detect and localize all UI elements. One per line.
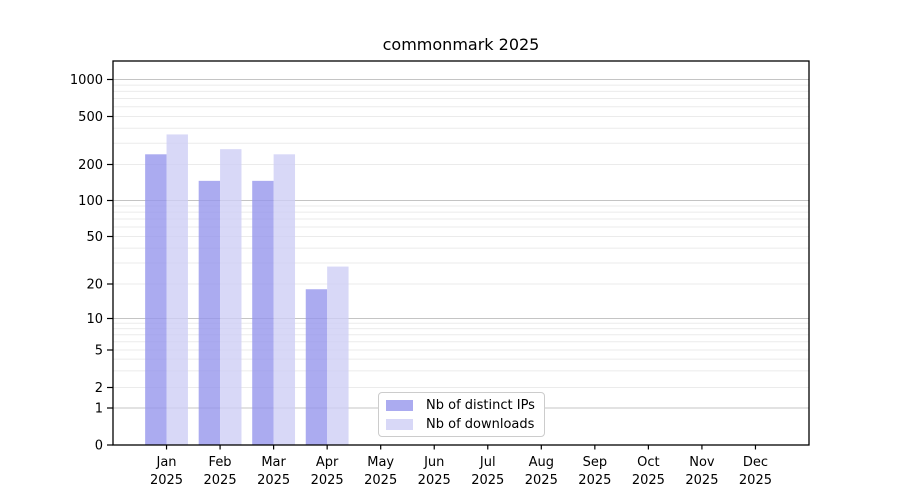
y-tick-label: 20 bbox=[86, 278, 103, 293]
x-tick-label-year: 2025 bbox=[418, 473, 451, 488]
bar-distinct-ips-jan bbox=[145, 154, 167, 445]
legend-label-distinct-ips: Nb of distinct IPs bbox=[426, 397, 535, 413]
x-tick-label-month: Mar bbox=[261, 455, 286, 470]
y-tick-label: 1000 bbox=[70, 73, 103, 88]
x-tick-label-year: 2025 bbox=[364, 473, 397, 488]
x-tick-label-month: Jan bbox=[156, 455, 177, 470]
x-tick-label-month: May bbox=[367, 455, 394, 470]
x-tick-label-month: Oct bbox=[637, 455, 659, 470]
x-tick-label-month: Dec bbox=[743, 455, 768, 470]
x-tick-label-year: 2025 bbox=[311, 473, 344, 488]
legend-swatch-distinct-ips bbox=[386, 399, 413, 411]
y-tick-label: 100 bbox=[78, 194, 103, 209]
y-tick-label: 1 bbox=[95, 402, 103, 417]
x-tick-label-month: Jun bbox=[423, 455, 444, 470]
y-tick-label: 0 bbox=[95, 439, 103, 454]
x-tick-label-year: 2025 bbox=[525, 473, 558, 488]
x-tick-label-month: Nov bbox=[689, 455, 715, 470]
y-tick-label: 500 bbox=[78, 110, 103, 125]
bar-distinct-ips-mar bbox=[252, 180, 274, 445]
x-tick-label-month: Feb bbox=[209, 455, 232, 470]
x-tick-label-year: 2025 bbox=[739, 473, 772, 488]
bar-downloads-apr bbox=[327, 266, 349, 445]
bar-distinct-ips-apr bbox=[305, 289, 328, 445]
y-tick-label: 10 bbox=[86, 312, 103, 327]
legend-swatch-downloads bbox=[386, 418, 413, 430]
x-tick-label-month: Jul bbox=[479, 455, 496, 470]
x-tick-label-year: 2025 bbox=[204, 473, 237, 488]
bar-downloads-jan bbox=[166, 134, 188, 445]
legend: Nb of distinct IPs Nb of downloads bbox=[378, 392, 545, 437]
x-tick-label-year: 2025 bbox=[471, 473, 504, 488]
y-tick-label: 50 bbox=[86, 230, 103, 245]
legend-item-distinct-ips: Nb of distinct IPs bbox=[386, 398, 536, 413]
y-tick-label: 5 bbox=[95, 344, 103, 359]
plot-border bbox=[112, 60, 810, 446]
chart-title: commonmark 2025 bbox=[382, 35, 540, 54]
y-tick-label: 2 bbox=[95, 381, 103, 396]
legend-label-downloads: Nb of downloads bbox=[426, 416, 535, 432]
x-tick-label-month: Aug bbox=[529, 455, 554, 470]
x-tick-label-year: 2025 bbox=[257, 473, 290, 488]
legend-item-downloads: Nb of downloads bbox=[386, 417, 536, 432]
x-tick-label-year: 2025 bbox=[578, 473, 611, 488]
x-tick-label-month: Sep bbox=[583, 455, 608, 470]
bar-distinct-ips-feb bbox=[198, 180, 221, 445]
bar-downloads-mar bbox=[273, 154, 296, 445]
x-tick-label-year: 2025 bbox=[632, 473, 665, 488]
x-tick-label-year: 2025 bbox=[150, 473, 183, 488]
x-tick-label-year: 2025 bbox=[685, 473, 718, 488]
y-tick-label: 200 bbox=[78, 158, 103, 173]
bar-downloads-feb bbox=[220, 149, 242, 446]
x-tick-label-month: Apr bbox=[316, 455, 339, 470]
